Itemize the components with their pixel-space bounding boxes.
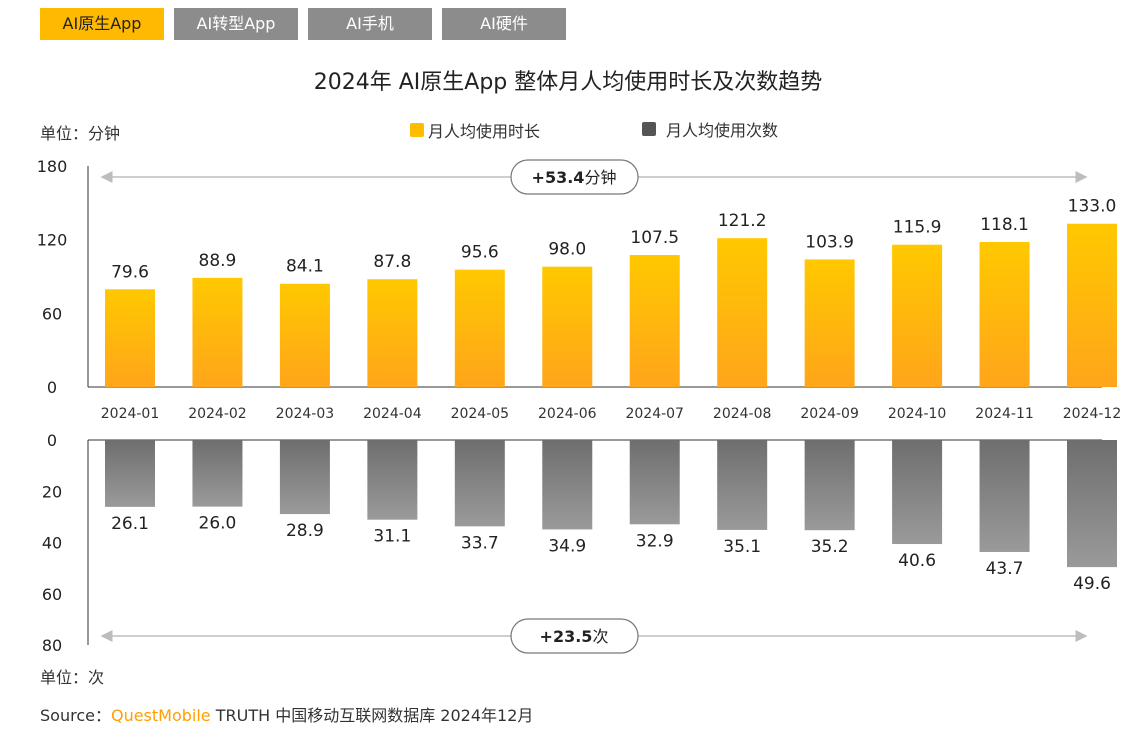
source-note: Source：QuestMobile TRUTH 中国移动互联网数据库 2024…: [40, 702, 533, 726]
top-y-tick-label: 0: [47, 378, 57, 397]
bar-count-value-label: 28.9: [286, 521, 324, 541]
bar-count: [804, 440, 855, 531]
x-tick-label: 2024-04: [363, 406, 422, 422]
legend-swatch-count: [642, 122, 656, 136]
source-rest: TRUTH 中国移动互联网数据库 2024年12月: [210, 706, 534, 725]
tab-ai-transform-app[interactable]: AI转型App: [174, 8, 298, 40]
bar-count-value-label: 34.9: [548, 536, 586, 556]
bar-duration: [892, 244, 943, 387]
bar-count: [979, 440, 1030, 552]
bar-count-value-label: 35.2: [811, 537, 849, 557]
bar-duration: [542, 266, 593, 387]
tab-ai-hardware[interactable]: AI硬件: [442, 8, 566, 40]
bar-duration-value-label: 95.6: [461, 243, 499, 263]
x-tick-label: 2024-12: [1063, 406, 1122, 422]
bottom-annotation-pill: [510, 618, 639, 654]
bar-count: [629, 440, 680, 525]
bar-count: [105, 440, 155, 507]
bar-count-value-label: 26.0: [199, 514, 237, 534]
bar-count-value-label: 40.6: [898, 551, 936, 571]
x-tick-label: 2024-05: [451, 406, 510, 422]
bar-duration-value-label: 121.2: [718, 211, 767, 231]
bar-count-value-label: 35.1: [723, 537, 761, 557]
x-tick-label: 2024-06: [538, 406, 597, 422]
unit-label-minutes: 单位：分钟: [40, 124, 120, 143]
bottom-y-tick-label: 80: [42, 636, 62, 655]
x-tick-label: 2024-07: [625, 406, 684, 422]
x-tick-label: 2024-10: [888, 406, 947, 422]
bar-count: [367, 440, 418, 520]
bar-count: [192, 440, 243, 507]
legend-label-count: 月人均使用次数: [666, 121, 778, 140]
top-y-tick-label: 60: [42, 304, 62, 323]
bar-duration: [105, 289, 155, 387]
bar-duration: [454, 269, 505, 387]
bar-duration-value-label: 103.9: [805, 232, 854, 252]
bar-duration-value-label: 88.9: [199, 251, 237, 271]
bar-duration: [979, 241, 1030, 387]
bar-duration-value-label: 98.0: [548, 240, 586, 260]
bottom-y-tick-label: 40: [42, 534, 62, 553]
bar-count: [717, 440, 768, 530]
tab-ai-native-app[interactable]: AI原生App: [40, 8, 164, 40]
bar-duration-value-label: 79.6: [111, 262, 149, 282]
bar-count-value-label: 49.6: [1073, 574, 1111, 594]
bar-count: [1067, 440, 1117, 568]
bar-duration: [804, 259, 855, 387]
bar-duration: [1067, 223, 1117, 387]
bar-duration-value-label: 133.0: [1068, 197, 1117, 217]
bottom-y-tick-label: 0: [47, 431, 57, 450]
x-tick-label: 2024-03: [276, 406, 335, 422]
bar-duration: [367, 279, 418, 387]
top-annotation-label: +53.4分钟: [532, 168, 617, 187]
bottom-annotation-label: +23.5次: [540, 627, 609, 646]
bar-duration-value-label: 115.9: [893, 218, 942, 238]
top-y-tick-label: 180: [37, 157, 68, 176]
x-tick-label: 2024-02: [188, 406, 247, 422]
bar-count-value-label: 31.1: [373, 527, 411, 547]
x-tick-label: 2024-11: [975, 406, 1034, 422]
x-tick-label: 2024-08: [713, 406, 772, 422]
legend-swatch-duration: [410, 123, 424, 137]
bar-count: [454, 440, 505, 527]
bar-duration-value-label: 84.1: [286, 257, 324, 277]
top-annotation-pill: [510, 159, 639, 195]
bottom-y-tick-label: 20: [42, 482, 62, 501]
bottom-y-tick-label: 60: [42, 585, 62, 604]
tab-ai-phone[interactable]: AI手机: [308, 8, 432, 40]
legend-label-duration: 月人均使用时长: [428, 122, 540, 141]
bar-duration: [279, 283, 330, 387]
unit-label-times: 单位：次: [40, 668, 104, 687]
bar-count-value-label: 43.7: [986, 559, 1024, 579]
chart-title: 2024年 AI原生App 整体月人均使用时长及次数趋势: [314, 70, 823, 95]
bar-count: [542, 440, 593, 530]
source-brand: QuestMobile: [110, 706, 211, 725]
bar-duration: [192, 277, 243, 387]
bar-count: [892, 440, 943, 545]
bar-duration-value-label: 107.5: [630, 228, 679, 248]
bar-count-value-label: 32.9: [636, 531, 674, 551]
source-prefix: Source：: [40, 706, 111, 725]
x-tick-label: 2024-09: [800, 406, 859, 422]
x-tick-label: 2024-01: [101, 406, 160, 422]
bar-count-value-label: 26.1: [111, 514, 149, 534]
tab-bar: AI原生App AI转型App AI手机 AI硬件: [40, 8, 566, 40]
bar-duration: [629, 255, 680, 387]
bar-duration-value-label: 118.1: [980, 215, 1029, 235]
bar-duration: [717, 238, 768, 387]
bar-count-value-label: 33.7: [461, 533, 499, 553]
bar-count: [279, 440, 330, 515]
top-y-tick-label: 120: [37, 231, 68, 250]
bar-duration-value-label: 87.8: [373, 252, 411, 272]
